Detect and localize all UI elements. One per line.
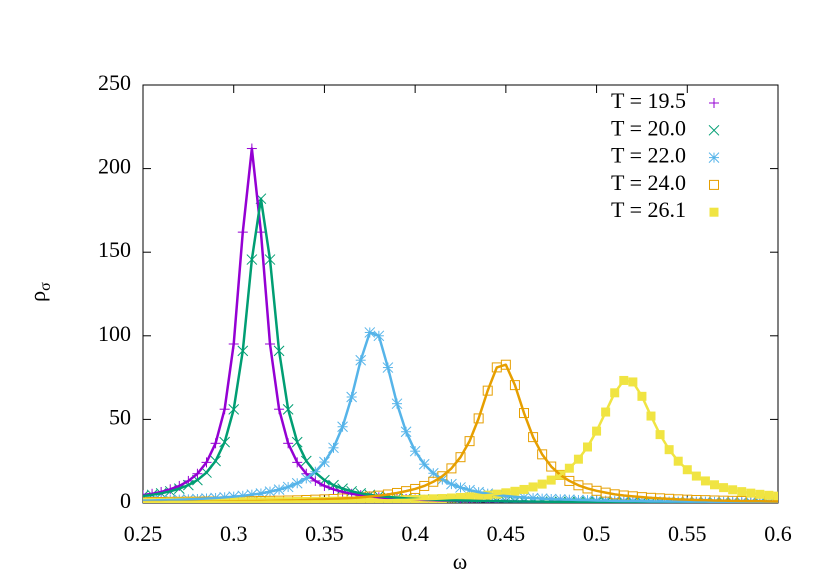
marker [519,408,529,419]
marker-square [500,359,511,370]
y-axis-label-subscript: σ [37,282,54,291]
marker [528,432,539,443]
marker-square [211,497,221,503]
legend-marker [709,179,719,190]
marker-square [464,436,475,447]
marker-stroke [708,124,720,136]
marker-square [519,408,529,419]
marker-square [546,461,557,472]
legend-label: T = 19.5 [611,88,686,113]
x-tick-label: 0.4 [401,521,429,546]
x-tick-label: 0.3 [220,521,248,546]
x-tick-label: 0.35 [305,521,344,546]
marker-square [192,497,202,503]
fit-line [143,379,778,503]
x-tick-label: 0.45 [487,521,526,546]
marker-stroke [708,152,720,163]
marker-square [202,497,211,503]
series-points [143,327,778,503]
legend-label: T = 22.0 [611,143,686,168]
marker [500,359,511,370]
y-tick-label: 50 [109,404,131,429]
y-axis-label: ρσ [25,282,54,302]
marker [446,463,457,474]
marker [455,452,466,463]
marker [509,380,520,391]
series-points [143,193,778,503]
marker-square [482,385,493,396]
x-tick-label: 0.5 [583,521,611,546]
x-axis-label: ω [453,549,467,574]
marker-square [473,413,484,424]
legend-marker [708,124,720,136]
marker-square [446,463,457,474]
marker [482,385,493,396]
marker-square [709,207,719,217]
legend-marker [709,207,719,217]
legend-marker [709,98,719,108]
x-tick-label: 0.55 [668,521,707,546]
marker [473,413,484,424]
marker [202,497,211,503]
marker-square [455,452,466,463]
marker-square [537,449,548,460]
y-axis-label-main: ρ [25,291,50,302]
marker [192,497,202,503]
marker-stroke [143,490,149,497]
marker [464,436,475,447]
marker [211,497,221,503]
y-tick-label: 0 [120,488,131,513]
y-tick-label: 100 [98,321,131,346]
y-tick-label: 150 [98,237,131,262]
legend-label: T = 24.0 [611,170,686,195]
legend-label: T = 20.0 [611,115,686,140]
marker-square [428,476,439,487]
marker-square [709,179,719,190]
x-tick-label: 0.25 [124,521,163,546]
fit-line [143,331,778,503]
marker [546,461,557,472]
marker [428,476,439,487]
marker [537,449,548,460]
y-tick-label: 250 [98,70,131,95]
legend-marker [708,152,720,163]
y-tick-label: 200 [98,154,131,179]
marker-square [509,380,520,391]
x-tick-label: 0.6 [764,521,792,546]
marker-square [528,432,539,443]
legend-label: T = 26.1 [611,197,686,222]
